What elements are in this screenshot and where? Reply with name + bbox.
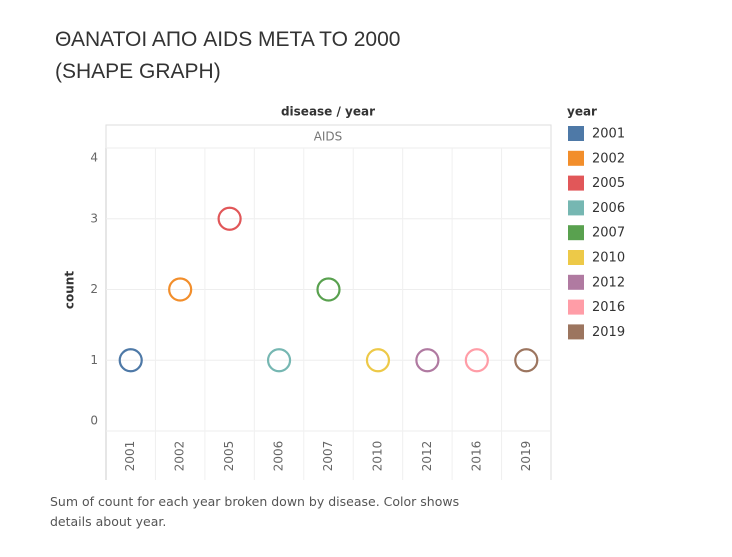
legend-swatch [568,225,584,241]
y-tick-label: 4 [90,151,98,165]
legend-swatch [568,299,584,315]
caption: Sum of count for each year broken down b… [50,494,459,529]
shape-mark [365,348,391,373]
y-tick-label: 1 [90,353,98,367]
x-tick-label: 2001 [123,441,137,472]
panel-label: AIDS [314,130,343,144]
y-tick-label: 0 [90,414,98,428]
legend-label: 2006 [592,201,625,216]
legend-label: 2012 [592,275,625,290]
legend-label: 2007 [592,226,625,241]
shape-mark [415,348,440,373]
legend-swatch [568,175,584,191]
legend-label: 2005 [592,176,625,191]
x-tick-label: 2016 [469,441,483,472]
legend-label: 2016 [592,300,625,315]
legend-swatch [568,250,584,265]
y-tick-label: 2 [90,282,98,296]
y-tick-label: 3 [90,211,98,225]
legend-label: 2002 [592,151,625,166]
shape-mark [514,348,539,373]
shape-mark [118,348,143,373]
x-tick-label: 2010 [370,441,384,472]
y-axis-label: count [63,271,77,309]
legend-label: 2010 [592,251,625,266]
x-tick-label: 2019 [519,441,533,472]
shape-mark [266,348,292,373]
shape-mark [316,277,341,302]
legend-swatch [568,274,584,290]
x-tick-label: 2006 [272,441,286,472]
x-tick-label: 2007 [321,441,335,472]
legend-title: year [567,105,597,119]
x-tick-label: 2002 [173,441,187,472]
chart-title: ΘΑΝΑΤΟΙ ΑΠΟ AIDS ΜΕΤΑ ΤΟ 2000 (SHAPE GRAP… [55,28,400,83]
legend-label: 2019 [592,325,625,340]
legend-swatch [568,150,584,166]
legend-label: 2001 [592,127,625,142]
x-tick-label: 2005 [222,441,236,472]
legend-swatch [568,324,584,340]
x-tick-label: 2012 [420,441,434,472]
shape-mark [464,348,489,373]
shape-mark [217,206,242,231]
shape-mark [168,277,193,302]
column-header: disease / year [281,105,375,119]
legend-swatch [568,200,584,216]
legend-swatch [568,126,584,141]
